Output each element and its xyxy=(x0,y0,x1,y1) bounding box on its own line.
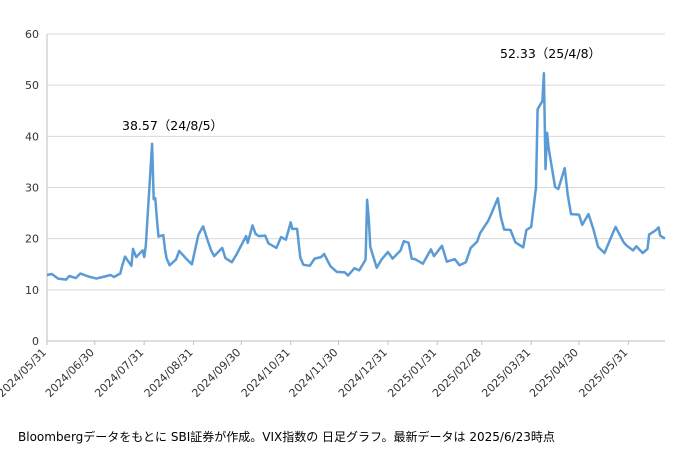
x-tick-label: 2024/07/31 xyxy=(92,346,146,400)
annotation: 38.57（24/8/5） xyxy=(122,118,223,133)
x-tick-label: 2025/03/31 xyxy=(479,346,533,400)
y-tick-label: 10 xyxy=(25,284,39,297)
x-tick-label: 2024/10/31 xyxy=(239,346,293,400)
y-tick-label: 50 xyxy=(25,79,39,92)
x-tick-label: 2024/05/31 xyxy=(0,346,49,400)
y-tick-label: 0 xyxy=(32,335,39,348)
y-tick-label: 60 xyxy=(25,28,39,41)
x-tick-label: 2025/05/31 xyxy=(576,346,630,400)
x-tick-label: 2024/12/31 xyxy=(336,346,390,400)
x-tick-label: 2024/11/30 xyxy=(287,346,341,400)
caption: Bloombergデータをもとに SBI証券が作成。VIX指数の 日足グラフ。最… xyxy=(18,429,555,444)
y-tick-label: 30 xyxy=(25,182,39,195)
x-tick-label: 2024/09/30 xyxy=(189,346,243,400)
annotation: 52.33（25/4/8） xyxy=(500,46,601,61)
x-tick-label: 2025/04/30 xyxy=(527,346,581,400)
x-tick-label: 2024/08/31 xyxy=(142,346,196,400)
series-line xyxy=(46,71,666,281)
y-tick-label: 20 xyxy=(25,233,39,246)
y-tick-label: 40 xyxy=(25,130,39,143)
x-tick-label: 2024/06/30 xyxy=(43,346,97,400)
